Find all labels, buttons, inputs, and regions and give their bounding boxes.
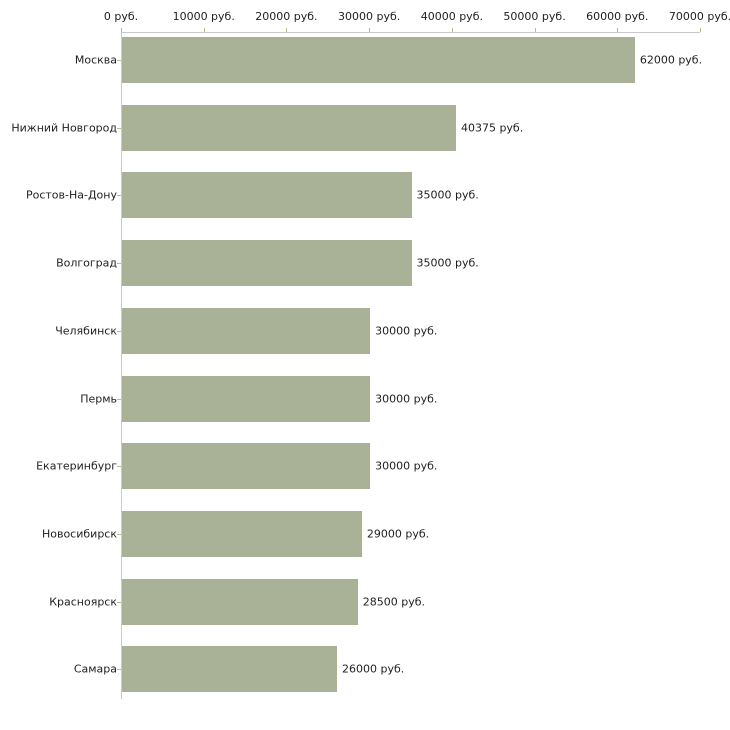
x-axis-tick-label: 0 руб. [103, 10, 139, 23]
x-axis-tick [452, 28, 453, 32]
y-axis-tick [117, 399, 121, 400]
value-label: 30000 руб. [375, 324, 438, 338]
bar [122, 307, 371, 354]
value-label: 26000 руб. [342, 662, 405, 676]
x-axis-tick [204, 28, 205, 32]
category-label: Волгоград [56, 256, 117, 270]
x-axis-tick-label: 10000 руб. [172, 10, 235, 23]
value-label: 62000 руб. [639, 53, 703, 67]
bar [122, 578, 358, 625]
y-axis-tick [117, 534, 121, 535]
category-label: Ростов-На-Дону [25, 188, 117, 202]
category-label: Красноярск [49, 595, 117, 609]
x-axis-tick [121, 28, 122, 32]
bar [122, 510, 362, 557]
category-label: Нижний Новгород [11, 121, 117, 135]
y-axis-tick [117, 128, 121, 129]
x-axis-tick [286, 28, 287, 32]
x-axis-tick-label: 40000 руб. [420, 10, 483, 23]
x-axis-tick-label: 60000 руб. [586, 10, 649, 23]
x-axis-tick-label: 70000 руб. [668, 10, 730, 23]
value-label: 35000 руб. [416, 188, 479, 202]
x-axis-tick [535, 28, 536, 32]
value-label: 29000 руб. [366, 527, 430, 541]
bar [122, 37, 635, 83]
bar [122, 172, 412, 219]
value-label: 30000 руб. [375, 392, 438, 405]
bar [122, 646, 338, 693]
y-axis-tick [117, 263, 121, 264]
category-label: Новосибирск [41, 527, 117, 541]
category-label: Москва [74, 53, 117, 67]
bar [122, 443, 371, 490]
y-axis-tick [117, 669, 121, 670]
x-axis-tick [700, 28, 701, 32]
bar [122, 240, 412, 287]
x-axis-tick [617, 28, 618, 32]
y-axis-tick [117, 60, 121, 61]
bar [122, 104, 456, 151]
category-label: Самара [73, 662, 117, 676]
x-axis-tick [369, 28, 370, 32]
value-label: 35000 руб. [416, 256, 479, 270]
y-axis-tick [117, 466, 121, 467]
bar [122, 375, 371, 422]
y-axis-tick [117, 331, 121, 332]
x-axis-tick-label: 50000 руб. [503, 10, 566, 23]
category-label: Челябинск [55, 324, 117, 338]
y-axis-tick [117, 195, 121, 196]
value-label: 28500 руб. [362, 595, 425, 609]
x-axis-tick-label: 20000 руб. [255, 10, 318, 23]
category-label: Екатеринбург [36, 459, 117, 473]
plot-area [121, 32, 700, 699]
category-label: Пермь [80, 392, 117, 405]
value-label: 40375 руб. [460, 121, 524, 135]
value-label: 30000 руб. [375, 459, 438, 473]
x-axis-tick-label: 30000 руб. [338, 10, 401, 23]
y-axis-tick [117, 602, 121, 603]
